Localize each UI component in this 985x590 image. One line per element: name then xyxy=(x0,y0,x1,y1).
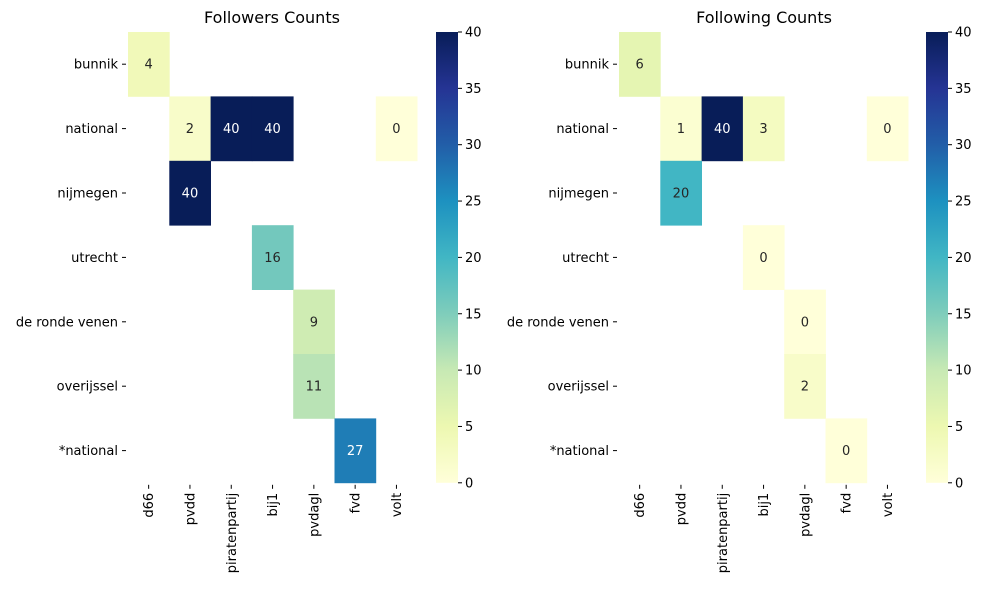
heatmap-cell xyxy=(169,96,211,162)
colorbar xyxy=(436,32,458,483)
y-tick-label: utrecht xyxy=(71,251,118,266)
x-tick-label: d66 xyxy=(142,493,157,518)
cell-value-label: 2 xyxy=(186,122,194,137)
heatmap-cell xyxy=(619,32,661,97)
colorbar-tick-label: 5 xyxy=(955,420,963,435)
y-tick-label: overijssel xyxy=(548,380,609,395)
x-tick-label: fvd xyxy=(840,493,855,514)
heatmap-cell xyxy=(660,96,702,162)
y-tick-label: utrecht xyxy=(562,251,609,266)
x-tick-label: pvdd xyxy=(183,493,198,525)
cell-value-label: 0 xyxy=(392,122,400,137)
cell-value-label: 27 xyxy=(347,444,364,459)
heatmap-cell xyxy=(210,96,253,162)
colorbar-tick-label: 25 xyxy=(465,195,482,210)
heatmap-panel-1: Followers Counts 4 2 40 40 0 40 16 9 11 27 bunnik na… xyxy=(16,8,482,573)
x-tick-label: fvd xyxy=(349,493,364,514)
colorbar-tick-label: 15 xyxy=(955,307,972,322)
cell-value-label: 2 xyxy=(801,380,809,395)
chart-title: Following Counts xyxy=(696,8,832,27)
colorbar xyxy=(926,32,948,483)
heatmap-cell xyxy=(293,354,335,419)
y-tick-label: *national xyxy=(550,444,609,459)
cell-value-label: 9 xyxy=(310,315,318,330)
colorbar-tick-label: 40 xyxy=(955,26,972,41)
heatmap-cell xyxy=(375,96,418,162)
colorbar-tick-label: 0 xyxy=(955,476,963,491)
colorbar-tick-label: 20 xyxy=(955,251,972,266)
heatmap-cell xyxy=(128,32,170,97)
cell-value-label: 20 xyxy=(673,187,690,202)
x-tick-label: bij1 xyxy=(266,493,281,517)
x-tick-label: d66 xyxy=(633,493,648,518)
y-tick-label: de ronde venen xyxy=(16,315,118,330)
heatmap-cell xyxy=(825,418,868,484)
cell-value-label: 0 xyxy=(842,444,850,459)
y-tick-label: national xyxy=(556,122,609,137)
x-tick-label: pvdagl xyxy=(798,493,813,537)
heatmap-cell xyxy=(293,289,335,355)
heatmap-cell xyxy=(251,225,294,290)
y-tick-label: nijmegen xyxy=(548,187,609,202)
colorbar-tick-label: 10 xyxy=(465,364,482,379)
cell-value-label: 6 xyxy=(636,58,644,73)
chart-title: Followers Counts xyxy=(204,8,340,27)
x-tick-label: piratenpartij xyxy=(716,493,731,573)
x-tick-label: pvdd xyxy=(674,493,689,525)
cell-value-label: 0 xyxy=(801,315,809,330)
heatmap-cell xyxy=(251,96,294,162)
cell-value-label: 40 xyxy=(714,122,731,137)
colorbar-tick-label: 5 xyxy=(465,420,473,435)
colorbar-tick-label: 0 xyxy=(465,476,473,491)
cell-value-label: 1 xyxy=(677,122,685,137)
heatmap-cell xyxy=(742,96,785,162)
y-tick-label: overijssel xyxy=(57,380,118,395)
colorbar-tick-label: 35 xyxy=(465,82,482,97)
colorbar-tick-label: 10 xyxy=(955,364,972,379)
colorbar-tick-label: 30 xyxy=(465,138,482,153)
heatmap-cell xyxy=(742,225,785,290)
x-tick-label: bij1 xyxy=(757,493,772,517)
cell-value-label: 40 xyxy=(223,122,240,137)
x-tick-label: volt xyxy=(390,493,405,517)
heatmap-cell xyxy=(660,160,702,226)
x-tick-label: volt xyxy=(881,493,896,517)
y-tick-label: *national xyxy=(59,444,118,459)
cell-value-label: 16 xyxy=(264,251,281,266)
y-tick-label: de ronde venen xyxy=(507,315,609,330)
x-tick-label: pvdagl xyxy=(307,493,322,537)
cell-value-label: 0 xyxy=(759,251,767,266)
colorbar-tick-label: 40 xyxy=(465,26,482,41)
cell-value-label: 0 xyxy=(883,122,891,137)
y-tick-label: national xyxy=(65,122,118,137)
heatmap-cell xyxy=(784,354,826,419)
heatmap-cell xyxy=(169,160,211,226)
cell-value-label: 4 xyxy=(145,58,153,73)
y-tick-label: bunnik xyxy=(74,58,119,73)
cell-value-label: 40 xyxy=(264,122,281,137)
colorbar-tick-label: 35 xyxy=(955,82,972,97)
y-tick-label: bunnik xyxy=(565,58,610,73)
colorbar-tick-label: 30 xyxy=(955,138,972,153)
heatmap-cell xyxy=(866,96,909,162)
heatmap-cell xyxy=(701,96,744,162)
colorbar-tick-label: 25 xyxy=(955,195,972,210)
heatmap-cell xyxy=(334,418,377,484)
cell-value-label: 40 xyxy=(182,187,199,202)
x-tick-label: piratenpartij xyxy=(225,493,240,573)
colorbar-tick-label: 20 xyxy=(465,251,482,266)
colorbar-tick-label: 15 xyxy=(465,307,482,322)
cell-value-label: 3 xyxy=(759,122,767,137)
cell-value-label: 11 xyxy=(306,380,323,395)
heatmap-cell xyxy=(784,289,826,355)
y-tick-label: nijmegen xyxy=(57,187,118,202)
